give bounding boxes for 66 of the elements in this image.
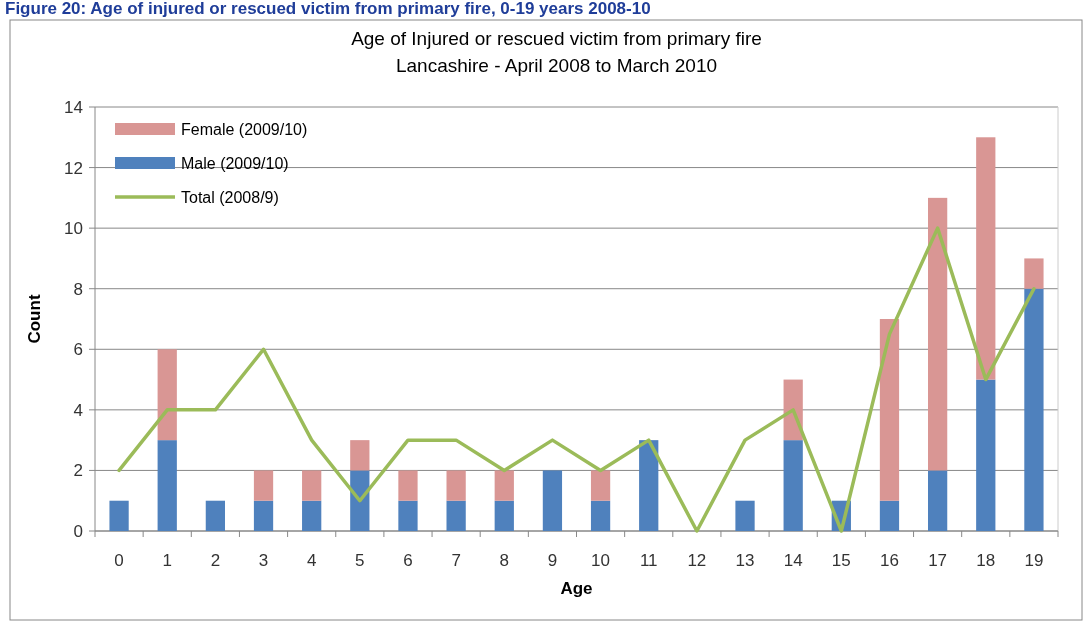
bar [446,500,466,531]
bar [590,500,611,531]
bar [783,440,803,531]
bar [350,470,370,531]
x-tick-label: 5 [355,551,365,570]
bar [302,500,322,531]
x-tick-label: 1 [162,551,172,570]
bar [1024,288,1044,531]
bar [350,440,370,471]
x-tick-label: 0 [114,551,124,570]
bar [398,500,418,531]
y-tick-label: 2 [73,461,83,481]
bar [879,500,900,531]
y-tick-label: 10 [64,219,83,239]
x-tick-label: 7 [451,551,461,570]
bar [157,349,177,441]
bar [976,379,996,531]
x-tick-label: 14 [783,551,803,570]
bar [1024,258,1044,289]
bar [494,500,514,531]
y-tick-label: 14 [64,97,83,117]
x-tick-label: 4 [306,551,317,570]
bar [879,319,900,501]
y-tick-label: 4 [73,400,83,420]
bar [446,470,466,501]
bar [928,197,948,471]
line-series [117,226,1036,533]
x-tick-label: 2 [210,551,221,570]
x-axis-title: Age [560,579,593,598]
bar [976,137,996,380]
bar [639,440,659,531]
bar [109,500,129,531]
y-tick-label: 6 [73,340,83,360]
x-tick-label: 12 [687,551,707,570]
chart-title: Figure 20: Age of injured or rescued victim from primary fire, 0-19 years 2008-10 [5,0,651,18]
legend-label: Female (2009/10) [181,120,308,138]
y-axis-title: Count [25,294,44,344]
bar [205,500,226,531]
x-tick-label: 16 [880,551,899,570]
x-tick-label: 3 [258,551,269,570]
bar [928,470,948,531]
x-tick-label: 18 [976,551,996,570]
x-tick-label: 13 [735,551,755,570]
x-tick-label: 10 [591,551,611,570]
x-tick-label: 17 [928,551,948,570]
bar [590,470,611,501]
y-tick-label: 8 [73,279,83,299]
x-tick-label: 8 [499,551,510,570]
bar [735,500,755,531]
x-tick-label: 15 [831,551,851,570]
legend-label: Male (2009/10) [181,154,289,172]
y-tick-label: 12 [64,158,83,178]
bar [494,470,514,501]
bar [253,500,274,531]
x-tick-label: 6 [403,551,413,570]
x-tick-label: 9 [547,551,558,570]
bar [542,470,563,531]
x-tick-label: 11 [639,551,658,570]
chart-subtitle: Age of Injured or rescued victim from primary fire Lancashire - April 2008 to March 2010 [351,28,762,76]
legend-label: Total (2008/9) [181,188,279,206]
bar [253,470,274,501]
bar [302,470,322,501]
bar [157,440,177,531]
x-tick-label: 19 [1024,551,1044,570]
bar [398,470,418,501]
y-tick-label: 0 [73,521,83,541]
